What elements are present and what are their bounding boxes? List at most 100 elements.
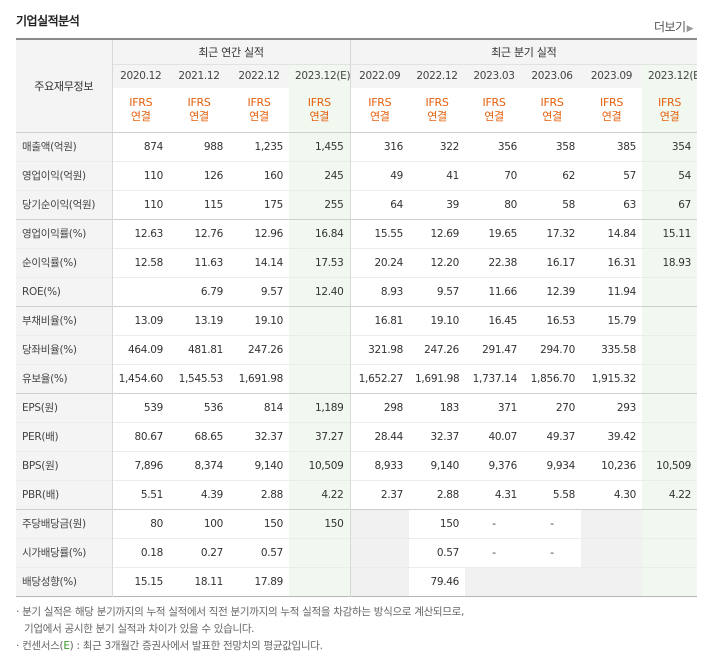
table-cell: 150: [439, 517, 460, 530]
table-cell: 988: [203, 140, 223, 153]
table-cell: [642, 277, 698, 306]
table-cell: 539: [111, 393, 169, 422]
table-cell: 62: [562, 169, 576, 182]
table-cell: 39.42: [607, 430, 637, 443]
table-cell: 0.27: [200, 546, 223, 559]
table-cell: 1,189: [289, 393, 351, 422]
table-cell: 100: [203, 517, 223, 530]
table-cell: 1,691.98: [238, 372, 284, 385]
table-cell: 255: [289, 190, 351, 219]
table-cell: [581, 567, 643, 596]
table-cell: [642, 567, 698, 596]
table-cell: 9,934: [546, 459, 576, 472]
basis-header: IFRS 연결: [409, 88, 466, 133]
table-cell: 247.26: [424, 343, 460, 356]
basis-header: IFRS 연결: [169, 88, 229, 133]
table-cell: 12.96: [254, 227, 283, 240]
table-cell: 12.76: [194, 227, 223, 240]
table-cell: 358: [555, 140, 576, 153]
table-cell: 4.39: [200, 488, 223, 501]
row-label: 순이익률(%): [16, 248, 112, 277]
table-cell: 11.66: [488, 285, 518, 298]
table-cell: 1,915.32: [591, 372, 637, 385]
table-cell: 57: [623, 169, 637, 182]
table-cell: 8,374: [194, 459, 223, 472]
table-cell: 28.44: [349, 422, 410, 451]
table-cell: 80: [504, 198, 518, 211]
table-cell: 16.81: [349, 306, 410, 335]
table-cell: 14.84: [607, 227, 637, 240]
basis-ifrs: IFRS: [425, 95, 449, 109]
table-cell: 19.10: [430, 314, 460, 327]
basis-header: IFRS 연결: [581, 88, 643, 133]
basis-consolidated: 연결: [542, 109, 562, 123]
table-cell: 481.81: [188, 343, 223, 356]
table-cell: 18.11: [194, 575, 223, 588]
row-label: 당기순이익(억원): [16, 190, 112, 219]
table-cell: 1,235: [254, 140, 283, 153]
row-label: 부채비율(%): [16, 306, 112, 335]
period-header: 2022.12: [409, 63, 466, 88]
table-cell: [289, 567, 351, 596]
basis-header: IFRS 연결: [111, 88, 169, 133]
table-cell: 12.69: [430, 227, 460, 240]
table-cell: 17.89: [254, 575, 283, 588]
table-cell: 9.57: [436, 285, 460, 298]
table-cell: 17.53: [289, 248, 351, 277]
table-cell: 15.79: [607, 314, 637, 327]
table-cell: 4.30: [613, 488, 637, 501]
table-cell: 17.32: [546, 227, 576, 240]
period-header: 2023.09: [581, 63, 643, 88]
table-cell: [642, 335, 698, 364]
table-cell: 15.15: [111, 567, 169, 596]
table-cell: 67: [642, 190, 698, 219]
table-cell: 335.58: [601, 343, 637, 356]
basis-header: IFRS 연결: [349, 88, 410, 133]
table-cell: [289, 538, 351, 567]
table-cell: 110: [111, 190, 169, 219]
table-cell: 7,896: [111, 451, 169, 480]
table-cell: 247.26: [248, 343, 283, 356]
quarter-group-header: 최근 분기 실적: [349, 39, 698, 64]
table-cell: 4.22: [289, 480, 351, 509]
basis-header: IFRS 연결: [465, 88, 524, 133]
table-cell: 19.65: [488, 227, 518, 240]
table-cell: 1,691.98: [415, 372, 460, 385]
basis-header: IFRS 연결: [642, 88, 698, 133]
table-cell: [642, 509, 698, 538]
table-cell: 79.46: [430, 575, 460, 588]
table-cell: 371: [497, 401, 518, 414]
table-cell: [289, 306, 351, 335]
table-cell: 0.57: [436, 546, 460, 559]
financial-table: 주요재무정보 최근 연간 실적 최근 분기 실적 2020.12 2021.12 2…: [16, 38, 698, 597]
table-cell: 6.79: [200, 285, 223, 298]
table-cell: 4.22: [642, 480, 698, 509]
table-cell: 385: [616, 140, 637, 153]
table-row: 영업이익(억원) 110 126 160 245 49 41 70 62 57 54: [16, 161, 698, 190]
table-cell: 354: [642, 132, 698, 161]
table-cell: 321.98: [349, 335, 410, 364]
table-cell: 22.38: [488, 256, 518, 269]
table-cell: 10,236: [601, 459, 637, 472]
table-row: 매출액(억원) 874 988 1,235 1,455 316 322 356 358 385 35…: [16, 132, 698, 161]
more-label: 더보기: [653, 20, 686, 34]
table-cell: 115: [203, 198, 223, 211]
table-cell: -: [492, 546, 496, 559]
table-cell: 1,455: [289, 132, 351, 161]
more-link[interactable]: 더보기▶: [653, 18, 694, 35]
table-cell: 2.88: [436, 488, 460, 501]
table-cell: 58: [562, 198, 576, 211]
row-label: 영업이익률(%): [16, 219, 112, 248]
table-row: ROE(%) 6.79 9.57 12.40 8.93 9.57 11.66 12.39 11.…: [16, 277, 698, 306]
table-cell: 15.11: [642, 219, 698, 248]
table-cell: 874: [111, 132, 169, 161]
period-header: 2023.06: [523, 63, 582, 88]
table-cell: [349, 538, 410, 567]
basis-ifrs: IFRS: [247, 95, 271, 109]
table-cell: 150: [263, 517, 283, 530]
table-cell: 64: [349, 190, 410, 219]
table-row: 영업이익률(%) 12.63 12.76 12.96 16.84 15.55 12.69 19…: [16, 219, 698, 248]
table-cell: 13.09: [111, 306, 169, 335]
basis-consolidated: 연결: [189, 109, 209, 123]
table-cell: 12.40: [289, 277, 351, 306]
